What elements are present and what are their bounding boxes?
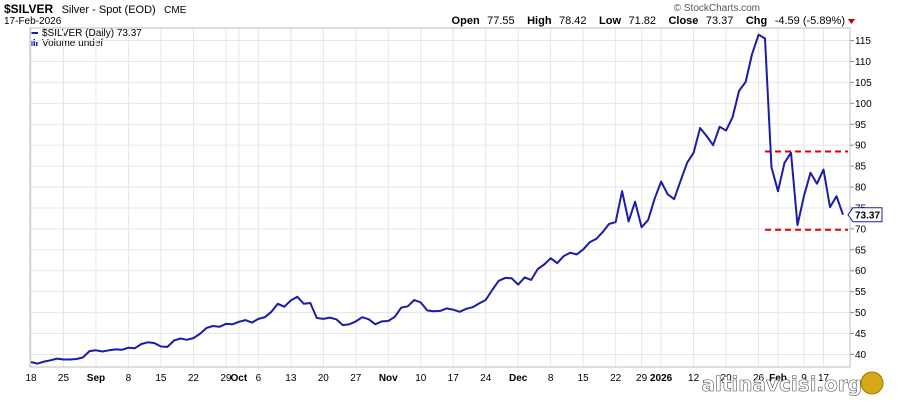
- watermark: altinavcisi.org: [701, 371, 884, 396]
- x-tick-label: 22: [188, 373, 200, 384]
- x-tick-label: Dec: [509, 373, 528, 384]
- y-tick-label: 85: [855, 162, 867, 173]
- legend-series-label: $SILVER (Daily) 73.37: [42, 28, 142, 39]
- x-tick-label: Oct: [231, 373, 248, 384]
- low-label: Low: [599, 15, 621, 27]
- volume-bars-icon: [31, 39, 38, 46]
- x-tick-label: Feb: [769, 373, 787, 384]
- change-label: Chg: [746, 15, 767, 27]
- symbol: $SILVER: [4, 2, 53, 16]
- y-tick-label: 60: [855, 266, 867, 277]
- x-tick-label: 17: [448, 373, 460, 384]
- x-tick-label: 6: [256, 373, 262, 384]
- y-tick-label: 45: [855, 329, 867, 340]
- y-tick-label: 40: [855, 350, 867, 361]
- x-tick-label: 20: [721, 373, 733, 384]
- grid: [30, 28, 850, 367]
- x-tick-label: 13: [285, 373, 297, 384]
- x-tick-label: 20: [318, 373, 330, 384]
- y-axis: 404550556065707580859095100105110115: [850, 36, 872, 361]
- y-tick-label: 115: [855, 36, 871, 47]
- open-label: Open: [452, 15, 480, 27]
- reference-lines: [765, 150, 848, 231]
- x-tick-label: 2026: [650, 373, 673, 384]
- instrument-name: Silver - Spot (EOD): [62, 4, 156, 16]
- x-tick-label: Sep: [87, 373, 105, 384]
- x-tick-label: 12: [688, 373, 700, 384]
- y-tick-label: 50: [855, 308, 867, 319]
- high-value: 78.42: [559, 15, 587, 27]
- ohlc-readout: Open 77.55 High 78.42 Low 71.82 Close 73…: [452, 11, 845, 28]
- x-tick-label: 24: [480, 373, 492, 384]
- x-tick-label: 9: [801, 373, 807, 384]
- y-tick-label: 80: [855, 183, 867, 194]
- legend-volume-label: Volume undef: [42, 38, 103, 49]
- gold-coin-icon: [860, 371, 884, 395]
- exchange: CME: [164, 5, 187, 16]
- x-tick-label: 26: [753, 373, 765, 384]
- x-tick-label: 17: [818, 373, 830, 384]
- x-tick-label: 27: [350, 373, 362, 384]
- open-value: 77.55: [487, 15, 515, 27]
- x-tick-label: 15: [155, 373, 167, 384]
- chart-date: 17-Feb-2026: [4, 16, 62, 27]
- x-tick-label: Nov: [379, 373, 398, 384]
- last-price-tag: 73.37: [847, 207, 883, 223]
- y-tick-label: 110: [855, 57, 871, 68]
- y-tick-label: 65: [855, 245, 867, 256]
- x-tick-label: 8: [548, 373, 554, 384]
- x-tick-label: 29: [220, 373, 232, 384]
- down-arrow-icon: [848, 19, 855, 24]
- price-line: [30, 33, 844, 365]
- y-tick-label: 70: [855, 224, 867, 235]
- close-value: 73.37: [706, 15, 734, 27]
- y-tick-label: 105: [855, 78, 872, 89]
- chart-header-line1: $SILVER Silver - Spot (EOD) CME: [4, 0, 187, 17]
- close-label: Close: [668, 15, 698, 27]
- x-tick-label: 15: [578, 373, 590, 384]
- y-tick-label: 95: [855, 120, 867, 131]
- y-tick-label: 90: [855, 141, 867, 152]
- low-value: 71.82: [628, 15, 656, 27]
- y-tick-label: 55: [855, 287, 867, 298]
- last-price-value: 73.37: [855, 210, 880, 221]
- change-value: -4.59 (-5.89%): [775, 15, 845, 27]
- x-tick-label: 8: [126, 373, 132, 384]
- watermark-text: altinavcisi.org: [701, 372, 862, 396]
- x-tick-label: 22: [610, 373, 622, 384]
- y-tick-label: 100: [855, 99, 872, 110]
- x-tick-label: 10: [415, 373, 427, 384]
- x-axis: 18 25 Sep 8 15 22 29 Oct 6 13 20 27 Nov 10 17 24 Dec 8 15 2…: [25, 373, 829, 384]
- x-tick-label: 29: [636, 373, 648, 384]
- stockcharts-credit: © StockCharts.com: [674, 3, 760, 14]
- series: [30, 33, 844, 365]
- x-tick-label: 18: [25, 373, 37, 384]
- high-label: High: [527, 15, 552, 27]
- x-tick-label: 25: [58, 373, 70, 384]
- plot-frame: [29, 27, 851, 368]
